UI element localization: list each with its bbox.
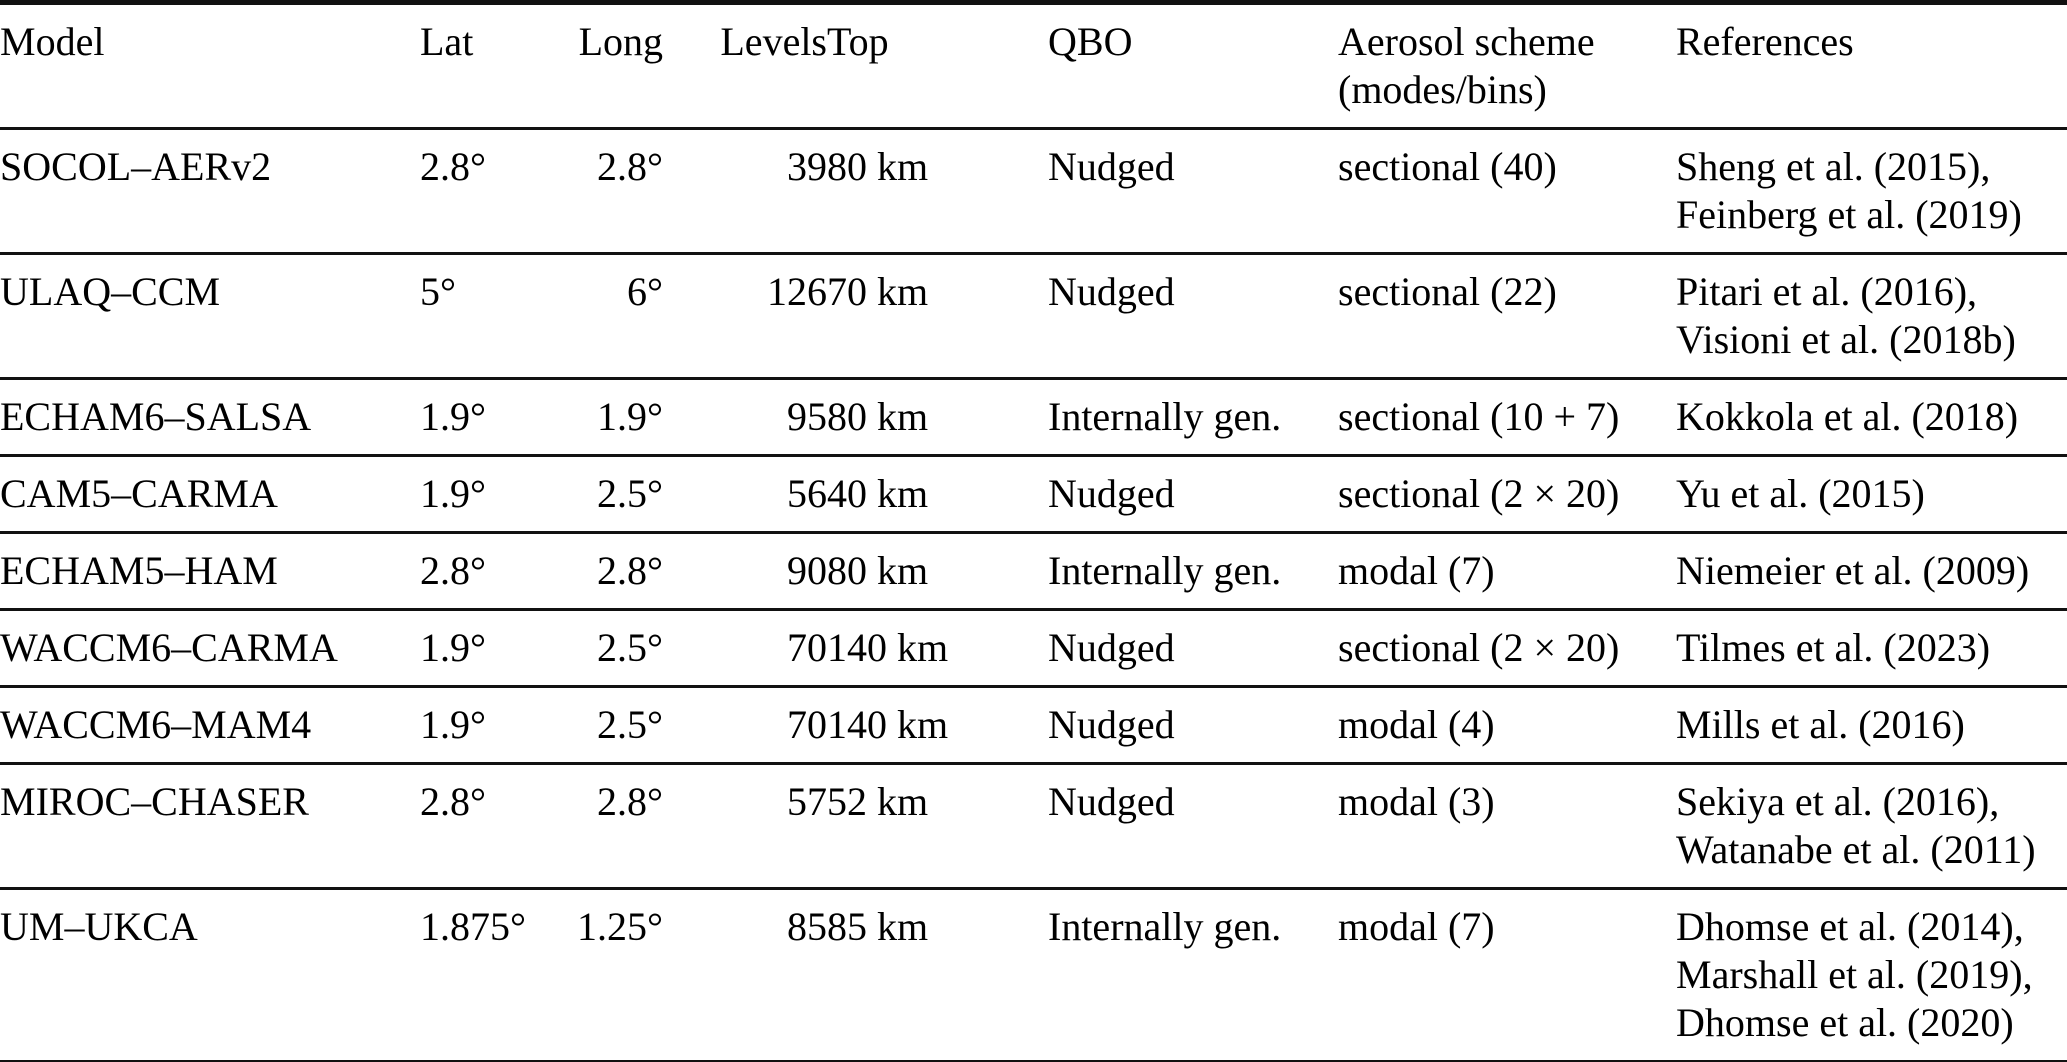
table-row: ECHAM6–SALSA 1.9° 1.9° 95 80 km Internal… [0, 378, 2067, 457]
cell-levels: 85 [787, 904, 827, 949]
table-row: ECHAM5–HAM 2.8° 2.8° 90 80 km Internally… [0, 532, 2067, 611]
cell-levels: 95 [663, 378, 827, 457]
cell-top: 40 km [827, 455, 1048, 534]
cell-long: 2.5° [530, 609, 663, 688]
table-header-row: Model Lat Long Levels Top QBO Aerosol sc… [0, 2, 2067, 130]
cell-top: 80 km [827, 128, 1048, 255]
cell-model: ECHAM5–HAM [0, 532, 420, 611]
cell-qbo: Internally gen. [1048, 378, 1338, 457]
cell-aerosol: modal (3) [1338, 763, 1676, 890]
cell-levels: 126 [663, 253, 827, 380]
cell-references: Sheng et al. (2015), Feinberg et al. (20… [1676, 128, 2067, 255]
cell-lat: 1.9° [420, 686, 530, 765]
cell-long: 2.5° [530, 686, 663, 765]
cell-aerosol: modal (4) [1338, 686, 1676, 765]
cell-aerosol: sectional (40) [1338, 128, 1676, 255]
table-row: WACCM6–MAM4 1.9° 2.5° 70 140 km Nudged m… [0, 686, 2067, 765]
cell-qbo: Internally gen. [1048, 532, 1338, 611]
cell-qbo: Internally gen. [1048, 904, 1282, 949]
cell-levels: 39 [663, 128, 827, 255]
cell-references: Tilmes et al. (2023) [1676, 609, 2067, 688]
cell-qbo: Nudged [1048, 609, 1338, 688]
cell-aerosol: modal (7) [1338, 532, 1676, 611]
cell-top: 85 km [827, 904, 929, 949]
cell-lat: 5° [420, 253, 530, 380]
cell-lat: 2.8° [420, 763, 530, 890]
cell-lat: 1.9° [420, 455, 530, 534]
cell-qbo: Nudged [1048, 763, 1338, 890]
cell-levels: 56 [663, 455, 827, 534]
column-header-lat: Lat [420, 2, 530, 130]
cell-qbo: Nudged [1048, 253, 1338, 380]
table-row: MIROC–CHASER 2.8° 2.8° 57 52 km Nudged m… [0, 763, 2067, 890]
cell-references: Niemeier et al. (2009) [1676, 532, 2067, 611]
cell-long: 2.8° [530, 532, 663, 611]
cell-top: 140 km [827, 609, 1048, 688]
cell-model: WACCM6–CARMA [0, 609, 420, 688]
cell-lat: 1.875° [420, 904, 526, 949]
cell-levels: 70 [663, 686, 827, 765]
cell-long: 2.8° [530, 128, 663, 255]
cell-model: SOCOL–AERv2 [0, 128, 420, 255]
cell-lat: 1.9° [420, 378, 530, 457]
cell-aerosol: sectional (22) [1338, 253, 1676, 380]
cell-top: 80 km [827, 378, 1048, 457]
cell-model: CAM5–CARMA [0, 455, 420, 534]
cell-long: 1.9° [530, 378, 663, 457]
cell-lat: 2.8° [420, 532, 530, 611]
cell-references: Yu et al. (2015) [1676, 455, 2067, 534]
cell-top: 80 km [827, 532, 1048, 611]
cell-references: Pitari et al. (2016), Visioni et al. (20… [1676, 253, 2067, 380]
table-row: SOCOL–AERv2 2.8° 2.8° 39 80 km Nudged se… [0, 128, 2067, 255]
table-row: WACCM6–CARMA 1.9° 2.5° 70 140 km Nudged … [0, 609, 2067, 688]
column-header-top: Top [827, 2, 1048, 130]
column-header-model: Model [0, 2, 420, 130]
cell-lat: 2.8° [420, 128, 530, 255]
cell-aerosol: modal (7) [1338, 904, 1495, 949]
cell-long: 6° [530, 253, 663, 380]
cell-lat: 1.9° [420, 609, 530, 688]
cell-aerosol: sectional (2 × 20) [1338, 609, 1676, 688]
column-header-references: References [1676, 2, 2067, 130]
cell-levels: 57 [663, 763, 827, 890]
cell-long: 2.8° [530, 763, 663, 890]
column-header-levels: Levels [663, 2, 827, 130]
cell-references: Mills et al. (2016) [1676, 686, 2067, 765]
cell-references: Dhomse et al. (2014), Marshall et al. (2… [1676, 904, 2033, 1045]
cell-model: ULAQ–CCM [0, 253, 420, 380]
cell-references: Sekiya et al. (2016), Watanabe et al. (2… [1676, 763, 2067, 890]
cell-aerosol: sectional (2 × 20) [1338, 455, 1676, 534]
cell-model: UM–UKCA [0, 904, 198, 949]
cell-long: 1.25° [577, 904, 663, 949]
table-row: CAM5–CARMA 1.9° 2.5° 56 40 km Nudged sec… [0, 455, 2067, 534]
cell-model: WACCM6–MAM4 [0, 686, 420, 765]
table-row: UM–UKCA 1.875° 1.25° 85 85 km Internally… [0, 889, 2067, 1062]
table-row: ULAQ–CCM 5° 6° 126 70 km Nudged sectiona… [0, 253, 2067, 380]
cell-qbo: Nudged [1048, 455, 1338, 534]
cell-top: 140 km [827, 686, 1048, 765]
cell-top: 52 km [827, 763, 1048, 890]
cell-top: 70 km [827, 253, 1048, 380]
cell-references: Kokkola et al. (2018) [1676, 378, 2067, 457]
column-header-long: Long [530, 2, 663, 130]
cell-qbo: Nudged [1048, 686, 1338, 765]
cell-long: 2.5° [530, 455, 663, 534]
cell-model: MIROC–CHASER [0, 763, 420, 890]
cell-levels: 70 [663, 609, 827, 688]
cell-qbo: Nudged [1048, 128, 1338, 255]
cell-levels: 90 [663, 532, 827, 611]
column-header-qbo: QBO [1048, 2, 1338, 130]
cell-aerosol: sectional (10 + 7) [1338, 378, 1676, 457]
column-header-aerosol: Aerosol scheme (modes/bins) [1338, 2, 1676, 130]
cell-model: ECHAM6–SALSA [0, 378, 420, 457]
